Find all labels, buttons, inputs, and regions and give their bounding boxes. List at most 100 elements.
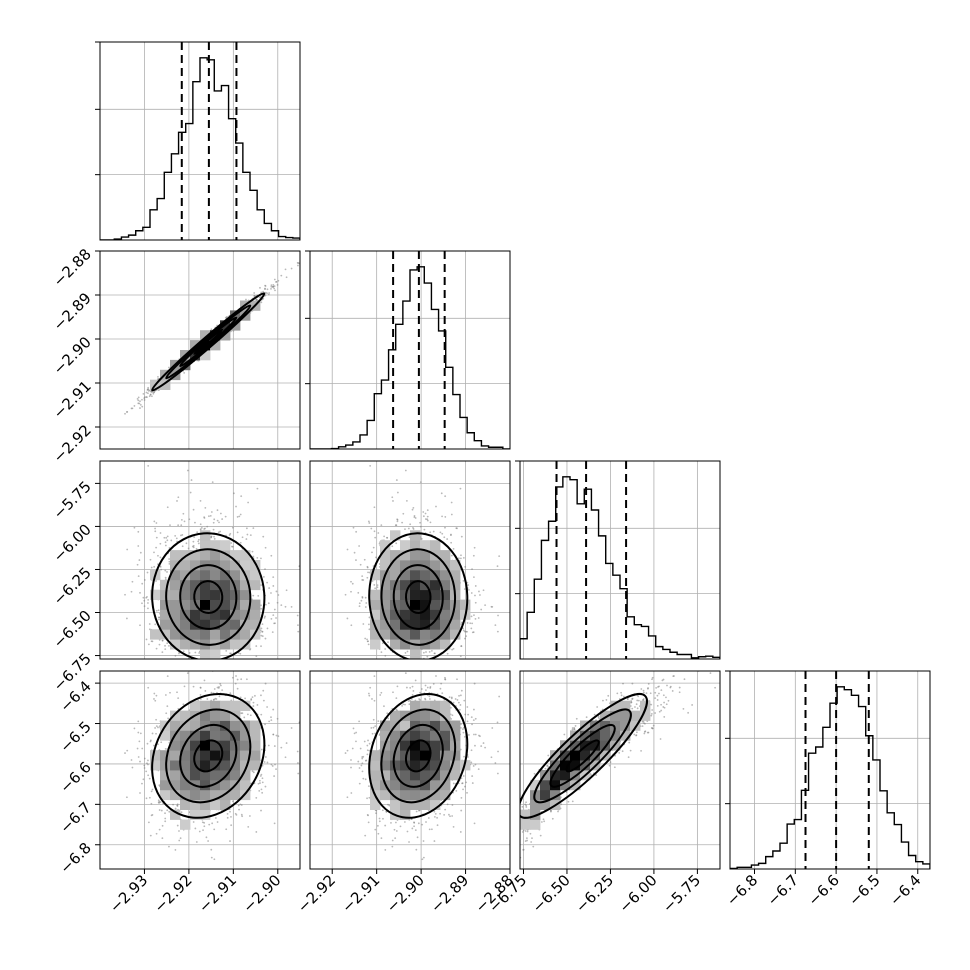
panel-frame <box>729 670 931 870</box>
sample-point <box>656 704 659 707</box>
density-cell <box>390 779 401 791</box>
sample-point <box>463 735 466 738</box>
sample-point <box>190 479 193 481</box>
sample-point <box>346 796 349 799</box>
sample-point <box>526 830 529 833</box>
sample-point <box>473 546 476 549</box>
density-cell <box>410 770 421 781</box>
sample-point <box>276 601 279 604</box>
density-cell <box>210 770 221 781</box>
sample-point <box>164 820 167 823</box>
sample-point <box>206 525 209 528</box>
sample-point <box>194 651 197 654</box>
sample-point <box>141 747 144 750</box>
sample-point <box>413 825 415 828</box>
sample-point <box>239 696 242 699</box>
density-cell <box>560 770 571 781</box>
sample-point <box>422 511 425 513</box>
density-cell <box>240 730 251 741</box>
density-cell <box>250 740 261 751</box>
sample-point <box>415 810 418 813</box>
density-contour <box>151 693 266 819</box>
density-cell <box>410 589 421 600</box>
sample-point <box>472 719 475 722</box>
sample-point <box>131 766 134 769</box>
density-cell <box>190 560 201 571</box>
sample-point <box>498 555 501 558</box>
sample-point <box>159 556 162 559</box>
sample-point <box>290 267 293 270</box>
sample-point <box>524 830 527 832</box>
y-tick-label: −6.8 <box>56 839 94 877</box>
sample-point <box>178 652 180 655</box>
density-cell <box>190 799 201 810</box>
density-cell <box>420 799 431 810</box>
density-cell <box>390 609 401 620</box>
density-cell <box>220 589 231 600</box>
sample-point <box>244 697 246 700</box>
sample-point <box>373 506 376 509</box>
x-tick-label: −6.00 <box>616 871 661 916</box>
density-cell <box>210 789 221 801</box>
density-cell <box>620 700 631 711</box>
sample-point <box>464 565 467 568</box>
sample-point <box>435 505 437 508</box>
sample-point <box>237 804 240 807</box>
sample-point <box>260 748 263 751</box>
sample-point <box>149 393 152 396</box>
density-cell <box>240 629 251 640</box>
density-contour <box>368 532 469 659</box>
sample-point <box>521 805 524 808</box>
density-cell <box>370 760 381 771</box>
x-tick-label: −6.8 <box>723 871 761 909</box>
sample-point <box>166 539 169 542</box>
density-cell <box>220 730 231 741</box>
sample-point <box>213 518 216 521</box>
sample-point <box>371 732 374 735</box>
density-cell <box>250 750 261 761</box>
sample-point <box>374 536 377 539</box>
sample-point <box>463 630 466 633</box>
sample-point <box>691 704 694 706</box>
density-cell <box>400 750 411 761</box>
density-cell <box>610 730 621 741</box>
sample-point <box>176 804 179 807</box>
sample-point <box>180 534 182 537</box>
density-cell <box>160 789 171 801</box>
density-cell <box>410 629 421 640</box>
sample-point <box>421 823 424 826</box>
density-cell <box>170 720 181 731</box>
sample-point <box>273 285 276 288</box>
density-contour <box>179 316 238 368</box>
density-cell <box>440 779 451 791</box>
sample-point <box>426 686 429 689</box>
sample-point <box>251 550 254 553</box>
sample-point <box>168 644 170 647</box>
density-contour <box>392 723 444 788</box>
sample-point <box>259 782 261 784</box>
sample-point <box>148 395 151 398</box>
sample-point <box>660 689 663 692</box>
sample-point <box>147 643 150 646</box>
sample-point <box>263 761 266 763</box>
sample-point <box>226 816 229 819</box>
sample-point <box>547 754 550 757</box>
sample-point <box>154 727 156 729</box>
sample-point <box>245 678 248 681</box>
sample-point <box>137 530 140 533</box>
sample-point <box>258 779 261 782</box>
sample-point <box>428 828 431 831</box>
density-cell <box>420 619 431 630</box>
sample-point <box>647 683 650 685</box>
density-cell <box>200 569 211 581</box>
sample-point <box>405 499 408 502</box>
sample-point <box>424 684 427 687</box>
sample-point <box>602 699 604 702</box>
density-cell <box>380 730 391 741</box>
sample-point <box>229 692 232 695</box>
sample-point <box>412 506 415 509</box>
sample-point <box>142 596 145 599</box>
density-cell <box>400 720 411 731</box>
x-tick-label: −6.25 <box>572 871 617 916</box>
sample-point <box>270 285 273 288</box>
